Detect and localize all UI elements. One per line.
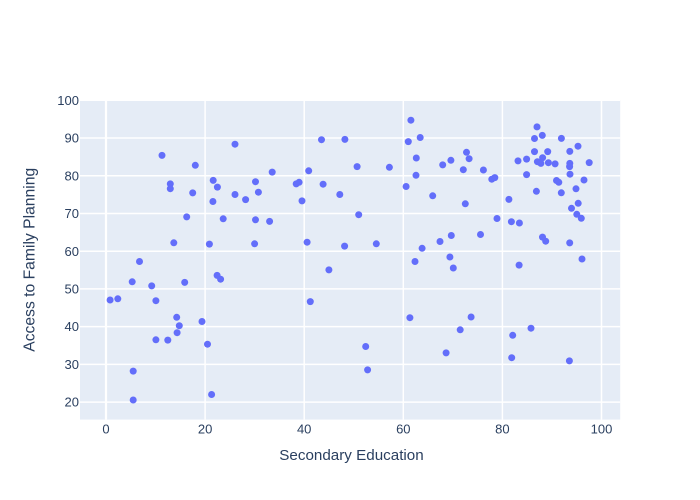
- svg-text:70: 70: [65, 206, 79, 221]
- svg-text:90: 90: [65, 131, 79, 146]
- svg-text:80: 80: [495, 422, 509, 437]
- svg-text:60: 60: [396, 422, 410, 437]
- svg-text:20: 20: [65, 395, 79, 410]
- svg-text:30: 30: [65, 357, 79, 372]
- svg-text:0: 0: [102, 422, 109, 437]
- svg-text:100: 100: [57, 93, 79, 108]
- svg-text:Access to Family Planning: Access to Family Planning: [21, 168, 38, 352]
- svg-text:40: 40: [65, 319, 79, 334]
- svg-text:20: 20: [198, 422, 212, 437]
- svg-text:50: 50: [65, 282, 79, 297]
- svg-text:60: 60: [65, 244, 79, 259]
- svg-text:Secondary Education: Secondary Education: [279, 447, 423, 464]
- svg-text:80: 80: [65, 168, 79, 183]
- svg-text:40: 40: [297, 422, 311, 437]
- svg-text:100: 100: [591, 422, 613, 437]
